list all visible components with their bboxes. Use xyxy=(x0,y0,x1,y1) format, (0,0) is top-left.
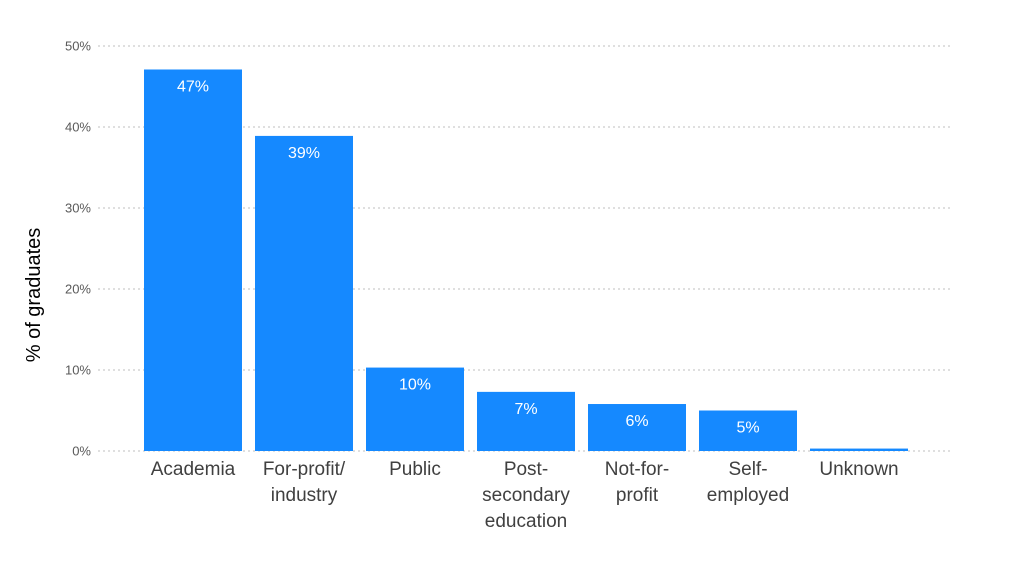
category-label-line: Post- xyxy=(504,459,548,480)
bar xyxy=(477,391,575,451)
category-label-line: profit xyxy=(616,485,659,506)
bars xyxy=(144,69,908,452)
category-label-line: Not-for- xyxy=(605,459,669,480)
category-label-line: industry xyxy=(271,485,338,506)
data-labels: 47% 39% 10% 7% 6% 5% xyxy=(177,78,760,436)
category-label: Not-for-profit xyxy=(605,459,669,506)
y-axis-ticks: 0% 10% 20% 30% 40% 50% xyxy=(65,39,91,459)
category-label-line: Unknown xyxy=(819,459,898,480)
y-tick-label: 40% xyxy=(65,120,91,135)
category-label: For-profit/industry xyxy=(263,459,346,506)
data-label: 5% xyxy=(736,420,759,437)
category-labels: Academia For-profit/industry Public Post-se… xyxy=(151,459,899,532)
data-label: 7% xyxy=(514,401,537,418)
data-label: 39% xyxy=(288,145,320,162)
category-label: Post-secondary education xyxy=(482,459,570,532)
category-label-line: education xyxy=(485,511,567,532)
category-label-line: Academia xyxy=(151,459,236,480)
bar xyxy=(144,69,242,452)
category-label: Academia xyxy=(151,459,236,480)
category-label-line: Self- xyxy=(728,459,767,480)
data-label: 47% xyxy=(177,78,209,95)
bar xyxy=(255,135,353,451)
data-label: 10% xyxy=(399,377,431,394)
y-tick-label: 10% xyxy=(65,363,91,378)
y-axis-title: % of graduates xyxy=(23,228,45,363)
gridlines xyxy=(98,45,952,452)
category-label: Unknown xyxy=(819,459,898,480)
y-tick-label: 30% xyxy=(65,201,91,216)
category-label-line: Public xyxy=(389,459,441,480)
y-tick-label: 20% xyxy=(65,282,91,297)
bar xyxy=(366,367,464,451)
category-label-line: secondary xyxy=(482,485,570,506)
bar xyxy=(810,448,908,451)
category-label-line: For-profit/ xyxy=(263,459,346,480)
y-tick-label: 0% xyxy=(72,444,91,459)
bar xyxy=(699,410,797,451)
data-label: 6% xyxy=(625,413,648,430)
category-label-line: employed xyxy=(707,485,789,506)
y-tick-label: 50% xyxy=(65,39,91,54)
category-label: Self-employed xyxy=(707,459,789,506)
category-label: Public xyxy=(389,459,441,480)
bar xyxy=(588,404,686,451)
